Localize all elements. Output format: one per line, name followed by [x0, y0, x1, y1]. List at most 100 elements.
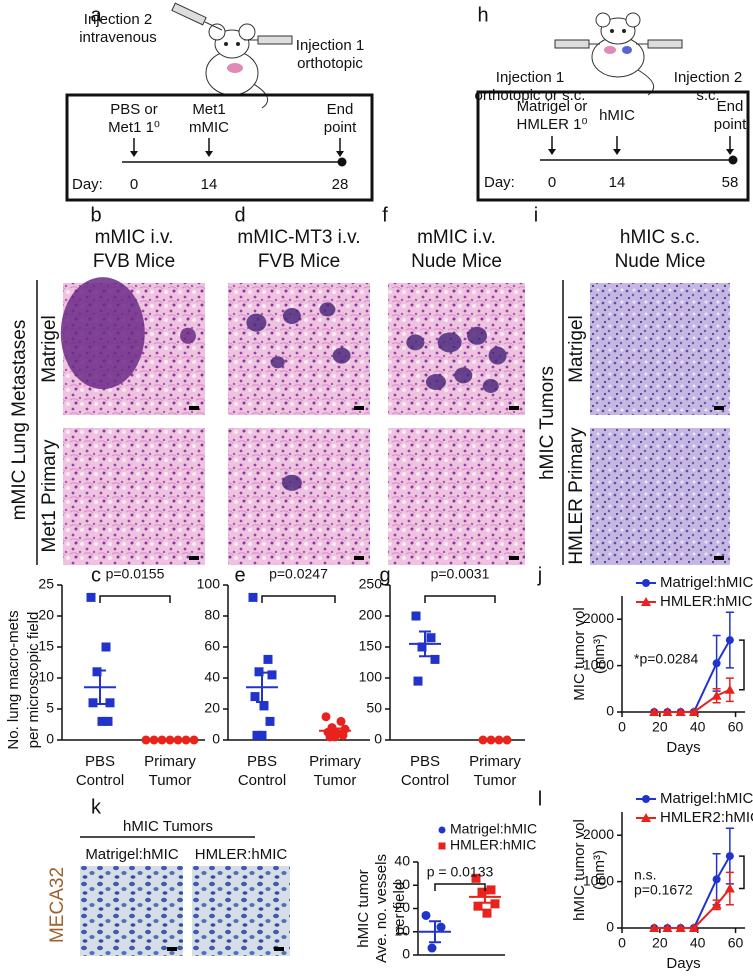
- panel-letter: f: [382, 204, 388, 226]
- x-tick-label: PBS: [247, 753, 277, 770]
- syringe: [244, 35, 293, 45]
- tissue-lesion: [482, 378, 499, 393]
- data-point: [259, 701, 269, 711]
- day-value: 14: [609, 174, 626, 191]
- arrow-head: [548, 149, 556, 155]
- data-point: [267, 670, 277, 680]
- panel-title: mMIC-MT3 i.v.: [237, 227, 360, 248]
- y-tick-label: 250: [359, 576, 383, 592]
- panel-letter: g: [379, 564, 390, 586]
- data-point: [88, 698, 98, 708]
- x-tick-label: Primary: [144, 753, 196, 770]
- data-point: [711, 690, 722, 700]
- x-tick-label: Primary: [469, 753, 521, 770]
- legend-label: HMLER:hMIC: [450, 837, 536, 853]
- y-tick-label: 2000: [583, 610, 614, 626]
- y-tick-label: 20: [394, 899, 410, 915]
- legend-label: Matrigel:hMIC: [450, 821, 537, 837]
- day-label: Day:: [72, 176, 103, 193]
- mouse-illustration: [205, 23, 269, 109]
- micrograph: [192, 866, 290, 956]
- tissue-lesion: [437, 332, 462, 353]
- tissue-lesion: [454, 367, 473, 384]
- injection-label: s.c.: [696, 87, 719, 104]
- x-tick-label: Control: [238, 772, 286, 789]
- timeline-event: hMIC: [599, 107, 635, 124]
- data-point: [250, 692, 260, 702]
- injection-label: orthotopic: [297, 55, 363, 72]
- y-axis-label: hMIC tumor vol: [571, 819, 588, 921]
- data-point: [712, 875, 721, 884]
- data-point: [101, 642, 111, 652]
- significance-bracket: [739, 639, 745, 691]
- syringe: [636, 39, 683, 49]
- data-point: [649, 923, 660, 932]
- x-tick-label: PBS: [410, 753, 440, 770]
- row-title: hMIC Tumors: [537, 366, 558, 480]
- x-tick-label: 20: [652, 935, 668, 951]
- day-value: 28: [332, 176, 349, 193]
- data-point: [86, 592, 96, 602]
- y-axis-label: MIC tumor vol: [571, 607, 588, 700]
- significance-bracket: [261, 595, 336, 603]
- data-point: [417, 642, 427, 652]
- y-tick-label: 30: [394, 876, 410, 892]
- data-point: [641, 597, 651, 606]
- y-tick-label: 15: [38, 638, 54, 654]
- panel-letter: h: [477, 4, 488, 26]
- micrograph: [590, 428, 730, 565]
- day-value: 0: [548, 174, 556, 191]
- injection-label: orthotopic or s.c.: [475, 87, 586, 104]
- timeline-event: HMLER 1⁰: [516, 116, 587, 133]
- data-point: [265, 716, 275, 726]
- data-point: [724, 684, 735, 694]
- y-axis-label: (mm³): [591, 850, 608, 890]
- row-title: mMIC Lung Metastases: [9, 320, 30, 521]
- data-point: [641, 813, 651, 822]
- data-point: [103, 716, 113, 726]
- error-bar: [329, 727, 341, 734]
- y-tick-label: 40: [204, 669, 220, 685]
- arrow-head: [130, 151, 138, 157]
- tissue-lesion: [246, 313, 267, 332]
- significance-bracket: [99, 595, 171, 603]
- y-tick-label: 0: [46, 731, 54, 747]
- tissue-lesion: [406, 334, 425, 351]
- data-point: [675, 707, 686, 716]
- tissue-lesion: [332, 347, 351, 364]
- x-tick-label: 60: [728, 935, 744, 951]
- x-tick-label: Control: [401, 772, 449, 789]
- p-value: p=0.1672: [634, 882, 693, 898]
- data-point: [725, 636, 734, 645]
- data-point: [141, 735, 151, 745]
- tissue-lesion: [425, 374, 446, 390]
- y-tick-label: 0: [212, 731, 220, 747]
- p-value: *p=0.0284: [634, 651, 698, 667]
- p-value: n.s.: [634, 867, 657, 883]
- tissue-lesion: [270, 356, 285, 369]
- legend-label: HMLER2:hMIC: [660, 809, 753, 826]
- y-tick-label: 10: [38, 669, 54, 685]
- data-point: [725, 852, 734, 861]
- x-tick-label: Primary: [309, 753, 361, 770]
- y-axis-label: per microscopic field: [25, 612, 42, 749]
- data-point: [724, 883, 735, 893]
- data-point: [675, 923, 686, 932]
- data-point: [473, 901, 483, 911]
- arrow-head: [726, 149, 734, 155]
- p-value: p = 0.0133: [427, 864, 494, 880]
- day-value: 58: [722, 174, 739, 191]
- mouse-illustration: [591, 12, 655, 96]
- syringe: [171, 2, 223, 31]
- micrograph: [228, 283, 370, 415]
- timeline-event: point: [324, 119, 357, 136]
- data-point: [662, 707, 673, 716]
- data-point: [471, 873, 481, 883]
- panel-title: FVB Mice: [93, 251, 175, 272]
- injection-label: Injection 2: [84, 11, 152, 28]
- error-bar: [256, 671, 268, 704]
- y-tick-label: 200: [359, 607, 383, 623]
- data-point: [712, 659, 721, 668]
- scale-bar: [354, 556, 364, 560]
